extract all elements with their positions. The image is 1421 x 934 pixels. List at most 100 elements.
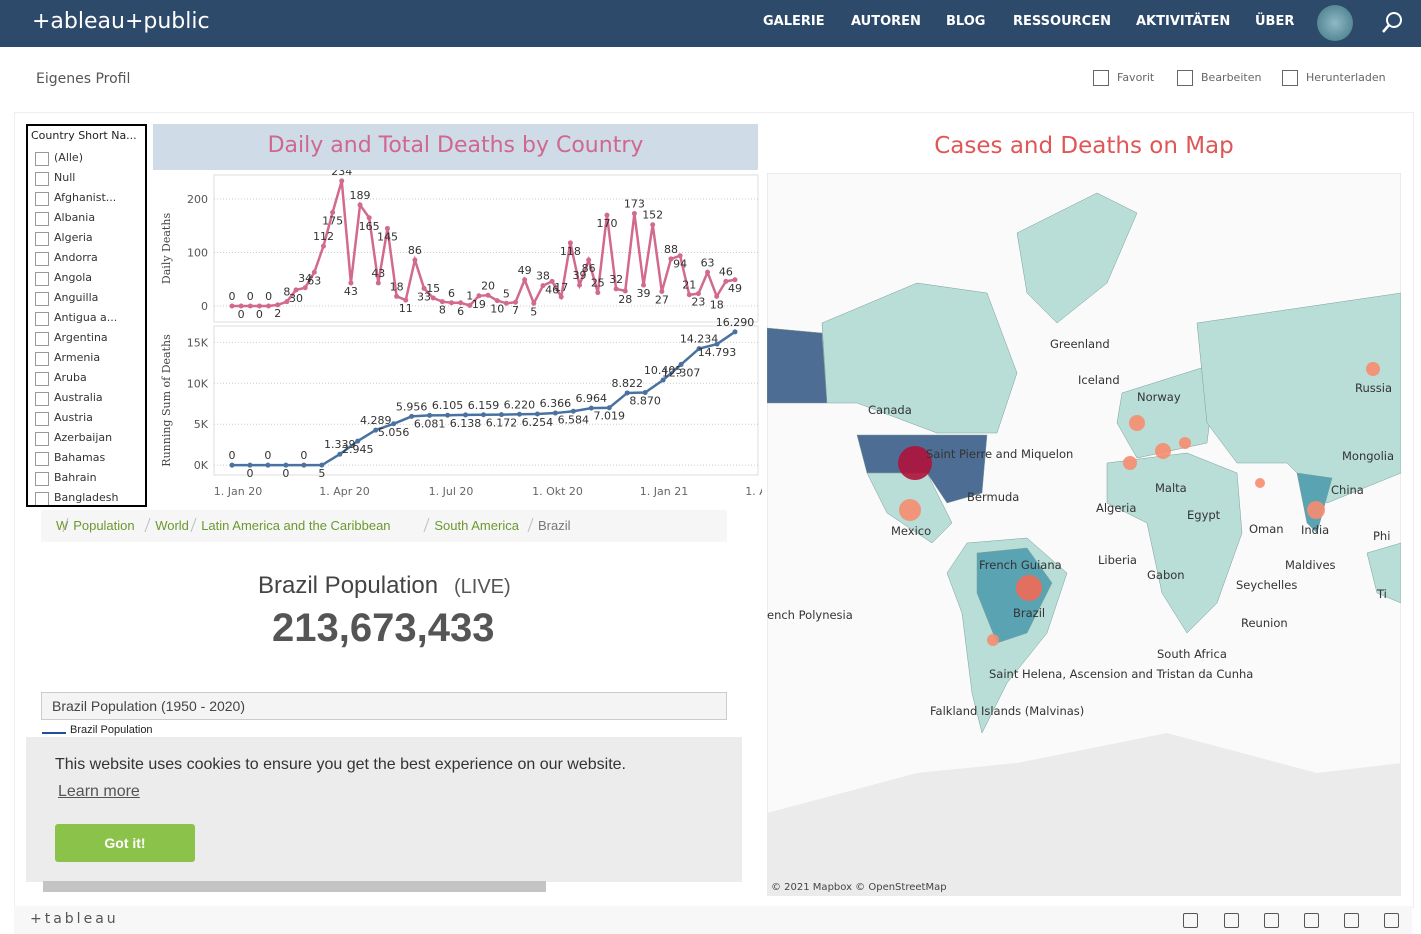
map-label: Iceland (1078, 373, 1120, 387)
checkbox[interactable] (35, 312, 49, 326)
nav-link[interactable]: RESSOURCEN (1013, 14, 1111, 29)
point (394, 293, 400, 299)
nav-link[interactable]: BLOG (946, 14, 986, 29)
footer-icon[interactable] (1304, 913, 1319, 928)
data-label: 34 (298, 272, 312, 285)
toolbar-action[interactable]: Bearbeiten (1201, 71, 1262, 84)
action-icon[interactable] (1177, 70, 1193, 86)
logo[interactable]: +ableau+public (32, 9, 210, 34)
toolbar-action[interactable]: Herunterladen (1306, 71, 1386, 84)
data-label: 6.172 (486, 417, 518, 430)
data-label: 5.956 (396, 400, 428, 413)
nav-link[interactable]: AUTOREN (851, 14, 921, 29)
y-tick-label: 0K (194, 459, 209, 472)
data-label: 15 (426, 282, 440, 295)
data-label: 8 (283, 286, 290, 299)
point (319, 462, 325, 468)
data-label: 2 (274, 307, 281, 320)
bubble (1129, 415, 1145, 431)
checkbox[interactable] (35, 212, 49, 226)
checkbox[interactable] (35, 332, 49, 346)
checkbox[interactable] (35, 352, 49, 366)
data-label: 18 (710, 298, 724, 311)
point (229, 303, 235, 309)
filter-item[interactable]: Anguilla (54, 291, 99, 304)
footer-icon[interactable] (1264, 913, 1279, 928)
filter-item[interactable]: Armenia (54, 351, 101, 364)
avatar[interactable] (1317, 5, 1353, 41)
data-label: 46 (719, 265, 733, 278)
filter-item[interactable]: Bangladesh (54, 491, 119, 504)
checkbox[interactable] (35, 232, 49, 246)
filter-item[interactable]: Azerbaijan (54, 431, 113, 444)
nav-link[interactable]: AKTIVITÄTEN (1136, 14, 1231, 29)
point (695, 291, 701, 297)
action-icon[interactable] (1093, 70, 1109, 86)
back-link[interactable]: Eigenes Profil (36, 71, 131, 87)
point (567, 240, 573, 246)
footer-icon[interactable] (1183, 913, 1198, 928)
checkbox[interactable] (35, 292, 49, 306)
filter-item[interactable]: Null (54, 171, 76, 184)
checkbox[interactable] (35, 452, 49, 466)
footer-icon[interactable] (1384, 913, 1399, 928)
point (732, 329, 738, 335)
filter-item[interactable]: Aruba (54, 371, 87, 384)
map-label: Gabon (1147, 568, 1185, 582)
filter-item[interactable]: Argentina (54, 331, 108, 344)
checkbox[interactable] (35, 152, 49, 166)
filter-item[interactable]: Algeria (54, 231, 93, 244)
breadcrumb-link[interactable]: South America (434, 518, 519, 533)
point (516, 411, 522, 417)
checkbox[interactable] (35, 252, 49, 266)
data-label: 6.584 (558, 413, 590, 426)
filter-item[interactable]: Bahamas (54, 451, 106, 464)
footer-icon[interactable] (1224, 913, 1239, 928)
cookie-link[interactable]: Learn more (58, 783, 140, 800)
checkbox[interactable] (35, 192, 49, 206)
checkbox[interactable] (35, 272, 49, 286)
data-label: 0 (282, 467, 289, 480)
toolbar-action[interactable]: Favorit (1117, 71, 1155, 84)
breadcrumb-link[interactable]: World (155, 518, 189, 533)
checkbox[interactable] (35, 472, 49, 486)
search-icon[interactable] (1380, 10, 1406, 36)
filter-item[interactable]: Antigua a... (54, 311, 118, 324)
action-icon[interactable] (1282, 70, 1298, 86)
data-label: 8 (439, 304, 446, 317)
filter-item[interactable]: Angola (54, 271, 93, 284)
filter-item[interactable]: (Alle) (54, 151, 83, 164)
map-label: Oman (1249, 522, 1284, 536)
data-label: 1 (466, 289, 473, 302)
map-label: Greenland (1050, 337, 1110, 351)
footer-icon[interactable] (1344, 913, 1359, 928)
filter-item[interactable]: Andorra (54, 251, 98, 264)
landmass (1116, 362, 1218, 459)
filter-item[interactable]: Australia (54, 391, 103, 404)
filter-item[interactable]: Albania (54, 211, 96, 224)
cookie-button-label[interactable]: Got it! (104, 835, 146, 851)
footer-logo[interactable]: +tableau (30, 911, 119, 927)
checkbox[interactable] (35, 412, 49, 426)
point (320, 243, 326, 249)
checkbox[interactable] (35, 172, 49, 186)
cookie-button[interactable]: Got it! (55, 824, 195, 862)
checkbox[interactable] (35, 492, 49, 505)
breadcrumb-link[interactable]: Population (73, 518, 135, 533)
point (412, 257, 418, 263)
plot-frame (213, 174, 759, 323)
filter-item[interactable]: Afghanist... (54, 191, 117, 204)
bubble (899, 499, 921, 521)
checkbox[interactable] (35, 432, 49, 446)
checkbox[interactable] (35, 372, 49, 386)
filter-item[interactable]: Austria (54, 411, 93, 424)
filter-item[interactable]: Bahrain (54, 471, 97, 484)
data-label: 1.339 (324, 438, 356, 451)
checkbox[interactable] (35, 392, 49, 406)
data-label: 0 (229, 449, 236, 462)
breadcrumb-link[interactable]: Latin America and the Caribbean (201, 518, 391, 533)
nav-link[interactable]: GALERIE (763, 14, 825, 29)
nav-link[interactable]: ÜBER (1255, 14, 1295, 29)
breadcrumb-link[interactable]: W (56, 518, 69, 533)
